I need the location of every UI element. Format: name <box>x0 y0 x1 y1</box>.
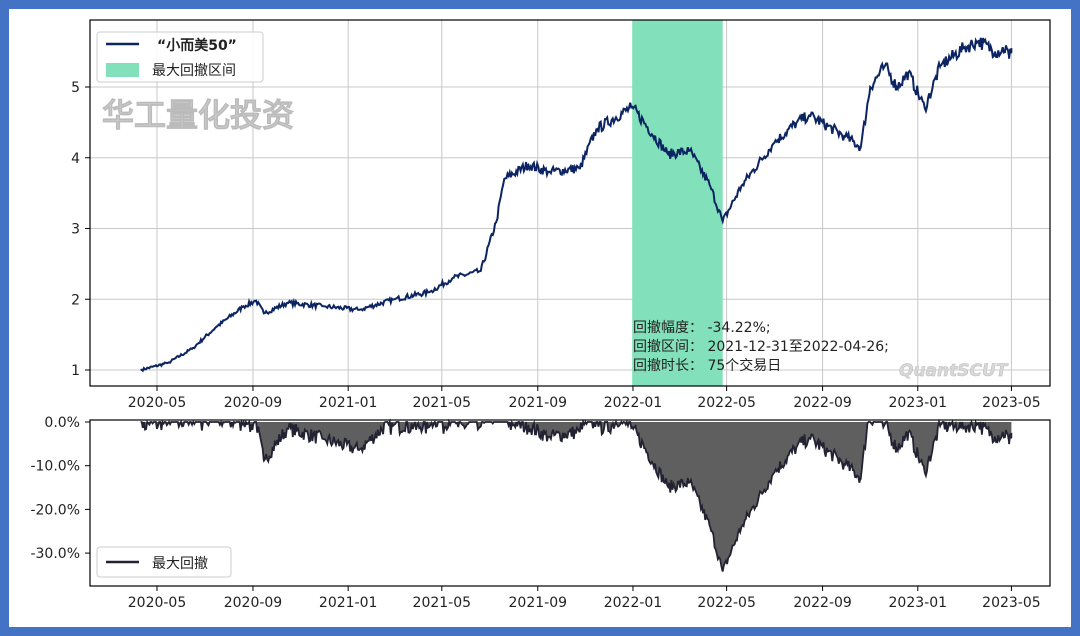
drawdown-subchart: 2020-05 2020-09 2021-01 2021-05 2021-09 2022-… <box>30 415 1051 611</box>
x-tick-label: 2021-01 <box>319 395 378 411</box>
x-tick-label: 2021-09 <box>509 395 568 411</box>
x-tick-label: 2020-05 <box>128 395 187 411</box>
annotation-line: 回撤区间： 2021-12-31至2022-04-26; <box>633 339 889 355</box>
y-tick-label: -30.0% <box>30 546 80 562</box>
annotation-line: 回撤幅度： -34.22%; <box>633 320 771 336</box>
plot-border <box>89 19 1051 387</box>
x-tick-label: 2020-09 <box>224 395 283 411</box>
plot-border <box>89 419 1051 587</box>
legend-box <box>96 546 232 578</box>
y-tick-label: 5 <box>71 80 80 96</box>
series-line <box>140 37 1013 373</box>
y-tick-label: 2 <box>71 292 80 308</box>
legend-span-swatch <box>106 63 139 77</box>
legend-label-series: “小而美50” <box>157 37 237 54</box>
x-tick-label: 2022-09 <box>793 595 852 611</box>
y-tick-label: 4 <box>71 151 80 167</box>
plot-area <box>90 420 1050 586</box>
y-tick-label: 0.0% <box>44 415 80 431</box>
x-tick-label: 2022-01 <box>604 595 663 611</box>
watermark-en: QuantSCUT <box>899 361 1009 381</box>
y-tick-label: -10.0% <box>30 459 80 475</box>
legend-label-drawdown: 最大回撤 <box>152 556 208 572</box>
y-tick-label: 1 <box>71 363 80 379</box>
x-tick-label: 2022-05 <box>697 395 756 411</box>
x-tick-label: 2020-09 <box>224 595 283 611</box>
drawdown-area <box>140 422 1012 572</box>
price-chart: 2020-05 2020-09 2021-01 2021-05 2021-09 2022-… <box>71 19 1051 411</box>
drawdown-chart: 2020-05 2020-09 2021-01 2021-05 2021-09 2022-… <box>30 19 1051 611</box>
x-tick-label: 2022-01 <box>604 395 663 411</box>
x-tick-label: 2022-05 <box>697 595 756 611</box>
x-tick-label: 2023-01 <box>889 595 948 611</box>
max-drawdown-span <box>632 20 723 386</box>
x-tick-label: 2021-01 <box>319 595 378 611</box>
annotation-line: 回撤时长： 75个交易日 <box>633 357 781 374</box>
watermark-cn: 华工量化投资 <box>102 96 294 134</box>
chart-frame: 2020-05 2020-09 2021-01 2021-05 2021-09 2022-… <box>9 9 1071 627</box>
y-tick-label: -20.0% <box>30 502 80 518</box>
legend-label-span: 最大回撤区间 <box>152 63 236 79</box>
x-tick-label: 2023-05 <box>982 395 1041 411</box>
x-tick-label: 2023-05 <box>982 595 1041 611</box>
x-tick-label: 2021-05 <box>413 595 472 611</box>
y-tick-label: 3 <box>71 222 80 238</box>
drawdown-line <box>140 418 1013 572</box>
x-tick-label: 2020-05 <box>128 595 187 611</box>
x-tick-label: 2023-01 <box>889 395 948 411</box>
x-tick-label: 2021-09 <box>509 595 568 611</box>
x-tick-label: 2022-09 <box>793 395 852 411</box>
x-tick-label: 2021-05 <box>413 395 472 411</box>
